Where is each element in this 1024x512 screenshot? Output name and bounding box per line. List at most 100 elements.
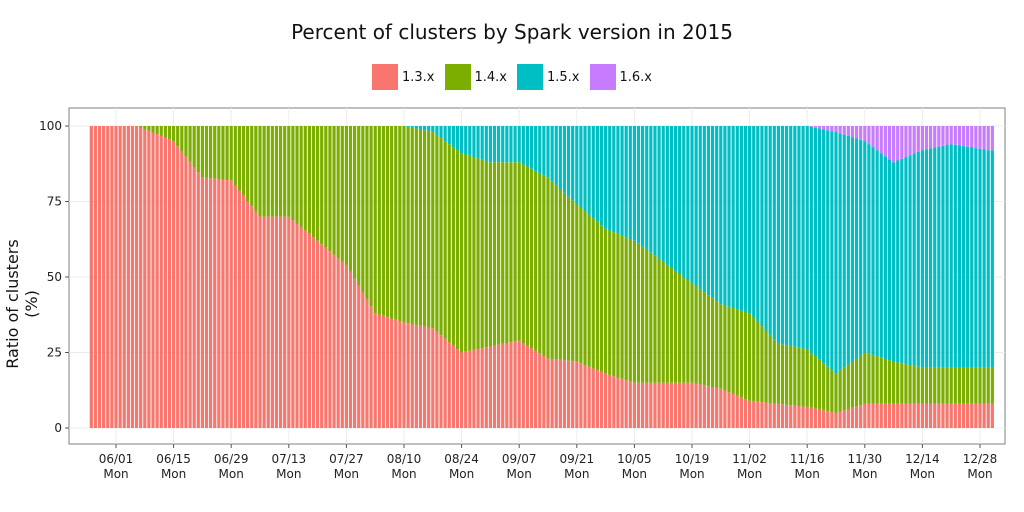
bar-segment (686, 382, 690, 428)
bar-segment (410, 126, 414, 128)
bar-segment (246, 126, 250, 202)
bar-segment (669, 267, 674, 383)
bar-segment (225, 126, 229, 180)
bar-segment (945, 367, 949, 404)
bar-segment (320, 244, 324, 428)
bar-segment (443, 141, 447, 339)
bar-segment (287, 126, 291, 217)
bar-segment (538, 353, 542, 428)
legend-label-1-3: 1.3.x (402, 69, 435, 85)
bar-segment (776, 403, 781, 428)
bar-segment (673, 126, 678, 271)
bar-segment (324, 126, 328, 248)
bar-segment (805, 406, 809, 428)
bar-segment (196, 172, 200, 428)
bar-segment (636, 126, 641, 244)
bar-segment (587, 366, 591, 428)
bar-segment (645, 382, 649, 428)
bar-segment (817, 126, 822, 129)
bar-segment (180, 151, 184, 428)
bar-segment (817, 359, 822, 410)
bar-segment (859, 405, 863, 428)
bar-segment (151, 132, 155, 428)
bar-segment (303, 230, 307, 428)
bar-segment (385, 317, 390, 428)
bar-segment (394, 126, 398, 320)
bar-segment (278, 126, 283, 217)
bar-segment (904, 126, 908, 158)
bar-segment (130, 126, 135, 428)
bar-segment (291, 220, 295, 428)
bar-segment (982, 126, 986, 150)
bar-segment (690, 126, 694, 284)
bar-segment (900, 158, 904, 364)
y-tick-label: 25 (47, 346, 62, 360)
bar-segment (167, 126, 172, 140)
bar-segment (966, 126, 970, 147)
bar-segment (719, 126, 723, 305)
bar-segment (896, 126, 900, 161)
bar-segment (344, 264, 349, 428)
x-tick-label-day: Mon (161, 467, 186, 481)
bar-segment (933, 367, 937, 404)
bar-segment (896, 160, 900, 363)
bar-segment (332, 126, 336, 255)
bar-segment (933, 126, 937, 148)
bar-segment (702, 385, 706, 428)
bar-segment (970, 367, 974, 404)
bar-segment (838, 370, 842, 412)
legend-label-1-4: 1.4.x (474, 69, 508, 85)
bar-segment (278, 216, 283, 428)
bar-segment (883, 358, 887, 404)
bar-segment (147, 130, 151, 428)
bar-segment (159, 126, 163, 136)
bar-segment (863, 126, 867, 142)
x-tick-label-date: 06/15 (156, 452, 191, 466)
bar-segment (517, 340, 521, 428)
bar-segment (497, 126, 501, 163)
bar-segment (381, 126, 386, 316)
bar-segment (953, 367, 957, 404)
bar-segment (258, 216, 262, 428)
bar-segment (604, 126, 608, 229)
bar-segment (353, 278, 357, 428)
bar-segment (455, 150, 460, 350)
bar-segment (702, 292, 706, 386)
bar-segment (155, 126, 159, 135)
bar-segment (229, 126, 233, 181)
bar-segment (414, 126, 418, 129)
bar-segment (916, 151, 920, 367)
bar-segment (982, 403, 986, 428)
bar-segment (990, 150, 994, 368)
bar-segment (933, 147, 937, 368)
bar-segment (196, 126, 200, 173)
bar-segment (435, 126, 439, 136)
bar-segment (694, 286, 698, 384)
bar-segment (978, 148, 982, 368)
x-tick-label-day: Mon (219, 467, 244, 481)
bar-segment (809, 407, 813, 428)
bar-segment (328, 251, 332, 428)
bar-segment (110, 126, 114, 428)
bar-segment (151, 126, 155, 133)
bar-segment (986, 126, 990, 151)
bar-segment (291, 126, 295, 221)
bar-segment (348, 126, 353, 272)
bar-segment (830, 412, 834, 428)
bar-segment (566, 196, 571, 361)
bar-segment (912, 126, 916, 154)
bar-segment (460, 352, 464, 428)
bar-segment (451, 126, 455, 148)
bar-segment (184, 156, 188, 428)
bar-segment (961, 146, 966, 368)
bar-segment (867, 144, 871, 354)
bar-segment (139, 126, 143, 128)
bar-segment (974, 148, 978, 368)
bar-segment (723, 126, 727, 306)
bar-segment (608, 230, 612, 375)
bar-segment (287, 216, 291, 428)
bar-segment (739, 310, 743, 398)
bar-segment (546, 126, 550, 178)
bar-segment (595, 126, 599, 222)
legend-swatch-1-6 (589, 64, 616, 90)
